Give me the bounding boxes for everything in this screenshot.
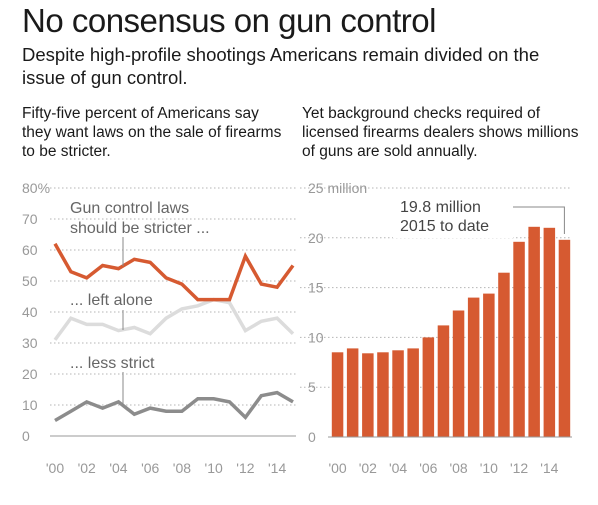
left-x-tick-label: '00 <box>46 460 64 476</box>
left-x-tick-label: '14 <box>268 460 286 476</box>
page-title: No consensus on gun control <box>22 2 436 39</box>
series-line-stricter <box>53 242 295 302</box>
right-x-tick-label: '04 <box>389 460 407 476</box>
annotation-leader <box>513 206 565 234</box>
series-label-alone: ... left alone <box>70 292 153 309</box>
bar-2015 <box>558 239 571 437</box>
left-x-tick-label: '04 <box>109 460 127 476</box>
right-chart-description: Yet background checks required of licens… <box>302 105 579 160</box>
bar-2011 <box>498 272 510 437</box>
left-x-tick-label: '02 <box>78 460 96 476</box>
left-x-tick-label: '08 <box>173 460 191 476</box>
right-x-tick-label: '14 <box>540 460 558 476</box>
bar-2002 <box>362 353 374 437</box>
bar-2007 <box>437 325 450 437</box>
left-y-tick-label: 70 <box>22 211 38 227</box>
left-y-tick-label: 60 <box>22 242 38 258</box>
left-line-chart: 0 10 20 30 40 50 60 70 80% '00 '02 '04 '06 '08 '10 '12 '… <box>22 180 296 476</box>
right-y-tick-label: 0 <box>308 429 316 445</box>
bar-2014 <box>543 227 556 437</box>
series-label-stricter-line2: should be stricter ... <box>70 220 210 237</box>
left-y-tick-label: 0 <box>22 428 30 444</box>
bar-2006 <box>422 337 435 437</box>
bar-2010 <box>483 293 495 437</box>
left-chart-description: Fifty-five percent of Americans say they… <box>22 105 282 160</box>
left-x-tick-label: '10 <box>205 460 223 476</box>
bar-2001 <box>346 348 359 437</box>
right-y-tick-label: 5 <box>308 379 316 395</box>
right-x-tick-label: '10 <box>480 460 498 476</box>
bar-2008 <box>452 310 465 437</box>
right-y-tick-label: 25 million <box>308 180 367 196</box>
left-y-tick-label: 30 <box>22 335 38 351</box>
bar-2004 <box>392 350 404 437</box>
bar-2005 <box>407 348 419 437</box>
right-x-tick-label: '08 <box>449 460 467 476</box>
series-label-less: ... less strict <box>70 355 155 372</box>
right-x-tick-label: '12 <box>510 460 528 476</box>
left-y-tick-label: 20 <box>22 366 38 382</box>
right-x-tick-label: '02 <box>359 460 377 476</box>
right-y-tick-label: 10 <box>308 329 324 345</box>
left-y-tick-label: 80% <box>22 180 50 196</box>
bar-2012 <box>513 241 525 437</box>
right-bar-chart: 0 5 10 15 20 25 million '00 '02 '04 '06 '08 '10 '12 '… <box>300 180 572 476</box>
left-x-tick-label: '06 <box>141 460 159 476</box>
right-x-tick-label: '00 <box>328 460 346 476</box>
left-y-tick-label: 10 <box>22 397 38 413</box>
annotation-line1: 19.8 million <box>400 199 481 216</box>
right-y-tick-label: 20 <box>308 230 324 246</box>
page-subtitle: Despite high-profile shootings Americans… <box>22 44 540 88</box>
annotation-background <box>393 196 513 238</box>
right-x-tick-label: '06 <box>419 460 437 476</box>
series-line-less <box>54 390 294 423</box>
left-y-tick-label: 50 <box>22 273 38 289</box>
bar-2000 <box>331 352 344 437</box>
series-label-stricter-line1: Gun control laws <box>70 200 189 217</box>
bar-2009 <box>467 297 480 437</box>
annotation-line2: 2015 to date <box>400 218 489 235</box>
left-x-tick-label: '12 <box>236 460 254 476</box>
left-y-tick-label: 40 <box>22 304 38 320</box>
bar-2013 <box>528 226 540 437</box>
series-line-alone <box>53 297 295 341</box>
right-y-tick-label: 15 <box>308 280 324 296</box>
bar-2003 <box>377 352 389 437</box>
